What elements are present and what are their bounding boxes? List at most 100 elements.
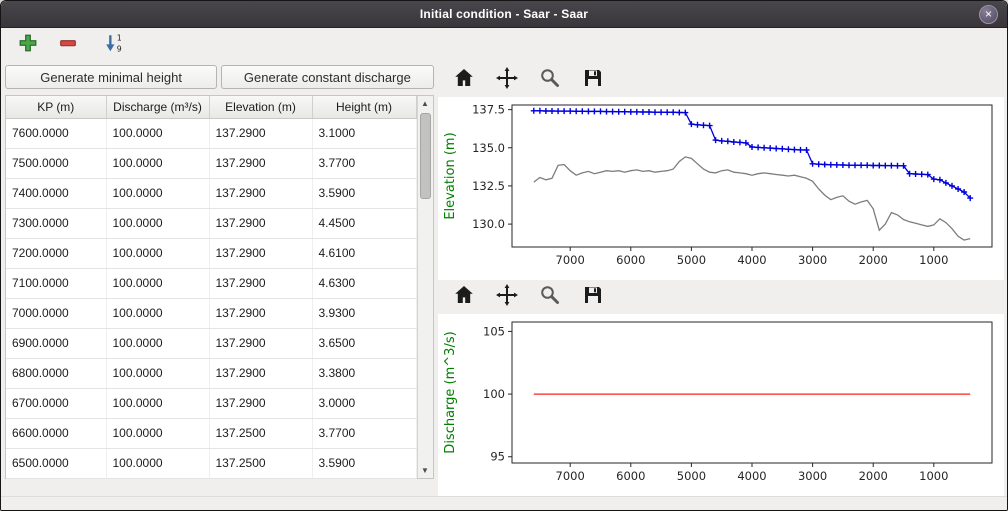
table-cell[interactable]: 137.2900 (209, 298, 313, 329)
table-cell[interactable]: 6900.0000 (6, 328, 107, 359)
table-cell[interactable]: 137.2900 (209, 238, 313, 269)
table-row[interactable]: 6700.0000 100.0000 137.2900 3.0000 (6, 388, 417, 419)
column-header-elevation[interactable]: Elevation (m) (209, 96, 313, 119)
table-cell[interactable]: 6600.0000 (6, 418, 107, 449)
table-cell[interactable]: 137.2900 (209, 148, 313, 179)
table-cell[interactable]: 137.2900 (209, 208, 313, 239)
table-cell[interactable]: 6500.0000 (6, 448, 107, 479)
table-row[interactable]: 7600.0000 100.0000 137.2900 3.1000 (6, 118, 417, 149)
table-cell[interactable]: 4.4500 (312, 208, 417, 239)
home-button[interactable] (450, 283, 478, 311)
remove-row-button[interactable] (55, 33, 81, 59)
elevation-plot-canvas[interactable]: 7000 6000 5000 4000 3000 2000 1000 130.0 132.5 13… (437, 97, 1004, 275)
table-cell[interactable]: 100.0000 (106, 118, 210, 149)
title-bar[interactable]: Initial condition - Saar - Saar × (1, 1, 1007, 28)
pan-move-icon (495, 66, 519, 95)
table-row[interactable]: 7200.0000 100.0000 137.2900 4.6100 (6, 238, 417, 269)
table-cell[interactable]: 3.6500 (312, 328, 417, 359)
table-cell[interactable]: 100.0000 (106, 178, 210, 209)
table-cell[interactable]: 137.2900 (209, 268, 313, 299)
table-cell[interactable]: 7600.0000 (6, 118, 107, 149)
table-cell[interactable]: 100.0000 (106, 268, 210, 299)
table-cell[interactable]: 3.5900 (312, 448, 417, 479)
column-header-kp[interactable]: KP (m) (6, 96, 107, 119)
scroll-up-arrow[interactable]: ▲ (418, 96, 433, 111)
discharge-chart[interactable]: 7000 6000 5000 4000 3000 2000 1000 95 100 105 Disc… (437, 314, 1004, 496)
table-row[interactable]: 7300.0000 100.0000 137.2900 4.4500 (6, 208, 417, 239)
close-button[interactable]: × (979, 5, 998, 24)
table-scrollbar[interactable]: ▲ ▼ (416, 96, 433, 478)
table-cell[interactable]: 100.0000 (106, 208, 210, 239)
home-button[interactable] (450, 66, 478, 94)
table-cell[interactable]: 4.6100 (312, 238, 417, 269)
table-cell[interactable]: 3.9300 (312, 298, 417, 329)
table-cell[interactable]: 137.2500 (209, 418, 313, 449)
column-header-discharge[interactable]: Discharge (m³/s) (106, 96, 210, 119)
save-floppy-icon (581, 66, 605, 95)
sort-button[interactable]: 1 9 (101, 33, 127, 59)
table-cell[interactable]: 3.5900 (312, 178, 417, 209)
save-button[interactable] (579, 283, 607, 311)
svg-text:2000: 2000 (858, 253, 887, 267)
table-cell[interactable]: 4.6300 (312, 268, 417, 299)
table-cell[interactable]: 6800.0000 (6, 358, 107, 389)
table-cell[interactable]: 6700.0000 (6, 388, 107, 419)
table-cell[interactable]: 100.0000 (106, 448, 210, 479)
pan-button[interactable] (493, 66, 521, 94)
add-row-button[interactable] (15, 33, 41, 59)
table-cell[interactable]: 7000.0000 (6, 298, 107, 329)
save-button[interactable] (579, 66, 607, 94)
table-row[interactable]: 6800.0000 100.0000 137.2900 3.3800 (6, 358, 417, 389)
elevation-chart[interactable]: 7000 6000 5000 4000 3000 2000 1000 130.0 132.5 13… (437, 97, 1004, 280)
table-row[interactable]: 6500.0000 100.0000 137.2500 3.5900 (6, 448, 417, 479)
table-cell[interactable]: 100.0000 (106, 418, 210, 449)
table-cell[interactable]: 137.2900 (209, 388, 313, 419)
magnifier-icon (538, 66, 562, 95)
plus-icon (17, 32, 39, 59)
scroll-down-arrow[interactable]: ▼ (418, 463, 433, 478)
main-toolbar: 1 9 (1, 28, 1007, 63)
discharge-plot-canvas[interactable]: 7000 6000 5000 4000 3000 2000 1000 95 100 105 Disc… (437, 314, 1004, 491)
discharge-plot-toolbar (437, 280, 1004, 314)
table-cell[interactable]: 7500.0000 (6, 148, 107, 179)
generator-buttons: Generate minimal height Generate constan… (5, 65, 434, 89)
table-cell[interactable]: 3.1000 (312, 118, 417, 149)
zoom-button[interactable] (536, 66, 564, 94)
table-cell[interactable]: 137.2500 (209, 448, 313, 479)
table-cell[interactable]: 3.0000 (312, 388, 417, 419)
svg-text:1000: 1000 (919, 469, 948, 483)
table-row[interactable]: 6600.0000 100.0000 137.2500 3.7700 (6, 418, 417, 449)
column-header-height[interactable]: Height (m) (312, 96, 417, 119)
table-cell[interactable]: 3.3800 (312, 358, 417, 389)
table-cell[interactable]: 100.0000 (106, 238, 210, 269)
table-cell[interactable]: 137.2900 (209, 358, 313, 389)
close-icon: × (984, 7, 992, 21)
generate-constant-discharge-button[interactable]: Generate constant discharge (221, 65, 434, 89)
scrollbar-thumb[interactable] (419, 113, 431, 199)
pan-button[interactable] (493, 283, 521, 311)
table-cell[interactable]: 7100.0000 (6, 268, 107, 299)
table-cell[interactable]: 137.2900 (209, 118, 313, 149)
table-cell[interactable]: 137.2900 (209, 178, 313, 209)
table-cell[interactable]: 3.7700 (312, 418, 417, 449)
generate-minimal-height-button[interactable]: Generate minimal height (5, 65, 218, 89)
svg-text:132.5: 132.5 (472, 179, 505, 193)
table-row[interactable]: 7400.0000 100.0000 137.2900 3.5900 (6, 178, 417, 209)
table-cell[interactable]: 3.7700 (312, 148, 417, 179)
table-row[interactable]: 6900.0000 100.0000 137.2900 3.6500 (6, 328, 417, 359)
table-cell[interactable]: 100.0000 (106, 328, 210, 359)
table-row[interactable]: 7000.0000 100.0000 137.2900 3.9300 (6, 298, 417, 329)
table-cell[interactable]: 100.0000 (106, 298, 210, 329)
table-row[interactable]: 7500.0000 100.0000 137.2900 3.7700 (6, 148, 417, 179)
table-cell[interactable]: 100.0000 (106, 388, 210, 419)
table-cell[interactable]: 137.2900 (209, 328, 313, 359)
table-cell[interactable]: 7400.0000 (6, 178, 107, 209)
zoom-button[interactable] (536, 283, 564, 311)
table-row[interactable]: 7100.0000 100.0000 137.2900 4.6300 (6, 268, 417, 299)
table-cell[interactable]: 100.0000 (106, 358, 210, 389)
table-cell[interactable]: 7300.0000 (6, 208, 107, 239)
table-cell[interactable]: 7200.0000 (6, 238, 107, 269)
right-panel: 7000 6000 5000 4000 3000 2000 1000 130.0 132.5 13… (437, 63, 1004, 496)
table-cell[interactable]: 100.0000 (106, 148, 210, 179)
